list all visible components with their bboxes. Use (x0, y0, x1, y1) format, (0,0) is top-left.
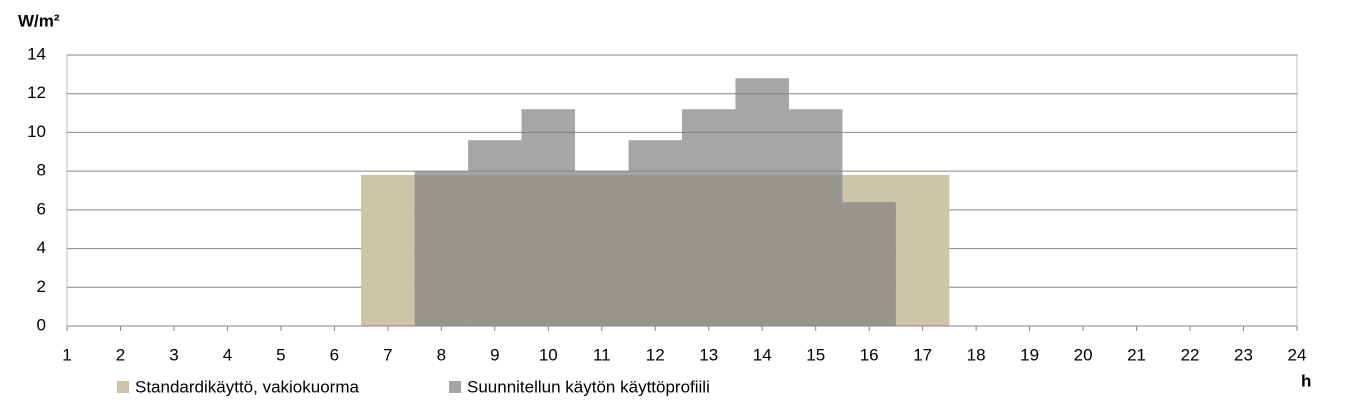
x-tick-label: 9 (490, 345, 499, 364)
bar (842, 202, 896, 326)
y-tick-label: 8 (37, 161, 46, 180)
y-tick-label: 12 (27, 83, 46, 102)
x-tick-label: 20 (1074, 345, 1093, 364)
bar (895, 175, 950, 326)
legend-label: Standardikäyttö, vakiokuorma (135, 377, 359, 396)
x-tick-label: 4 (223, 345, 232, 364)
x-tick-label: 16 (860, 345, 879, 364)
x-tick-label: 21 (1127, 345, 1146, 364)
x-tick-label: 17 (913, 345, 932, 364)
y-tick-label: 0 (37, 315, 46, 334)
x-tick-label: 1 (62, 345, 71, 364)
x-tick-label: 8 (437, 345, 446, 364)
bar (468, 140, 522, 326)
bar (521, 109, 576, 326)
x-tick-label: 18 (967, 345, 986, 364)
x-tick-label: 24 (1288, 345, 1307, 364)
bar (575, 171, 629, 326)
y-axis-label: W/m² (18, 11, 60, 30)
x-tick-label: 15 (806, 345, 825, 364)
bar (788, 109, 843, 326)
x-tick-label: 3 (169, 345, 178, 364)
y-tick-label: 6 (37, 199, 46, 218)
y-tick-label: 14 (27, 44, 46, 63)
x-tick-label: 22 (1181, 345, 1200, 364)
x-tick-label: 10 (539, 345, 558, 364)
x-tick-label: 12 (646, 345, 665, 364)
x-tick-label: 11 (593, 345, 611, 364)
y-tick-label: 4 (37, 238, 46, 257)
x-axis-label: h (1301, 371, 1311, 390)
x-tick-label: 19 (1020, 345, 1039, 364)
legend-swatch (449, 381, 461, 393)
x-tick-label: 14 (753, 345, 772, 364)
x-tick-label: 13 (699, 345, 718, 364)
bar (682, 109, 736, 326)
x-tick-label: 23 (1234, 345, 1253, 364)
bar (414, 171, 469, 326)
y-tick-label: 2 (37, 277, 46, 296)
x-tick-label: 6 (330, 345, 339, 364)
x-tick-label: 5 (276, 345, 285, 364)
y-tick-label: 10 (27, 122, 46, 141)
legend-swatch (117, 381, 129, 393)
x-tick-label: 2 (116, 345, 125, 364)
legend-label: Suunnitellun käytön käyttöprofiili (467, 377, 710, 396)
x-tick-label: 7 (383, 345, 392, 364)
bar (735, 78, 789, 326)
bar (628, 140, 682, 326)
bar (361, 175, 415, 326)
